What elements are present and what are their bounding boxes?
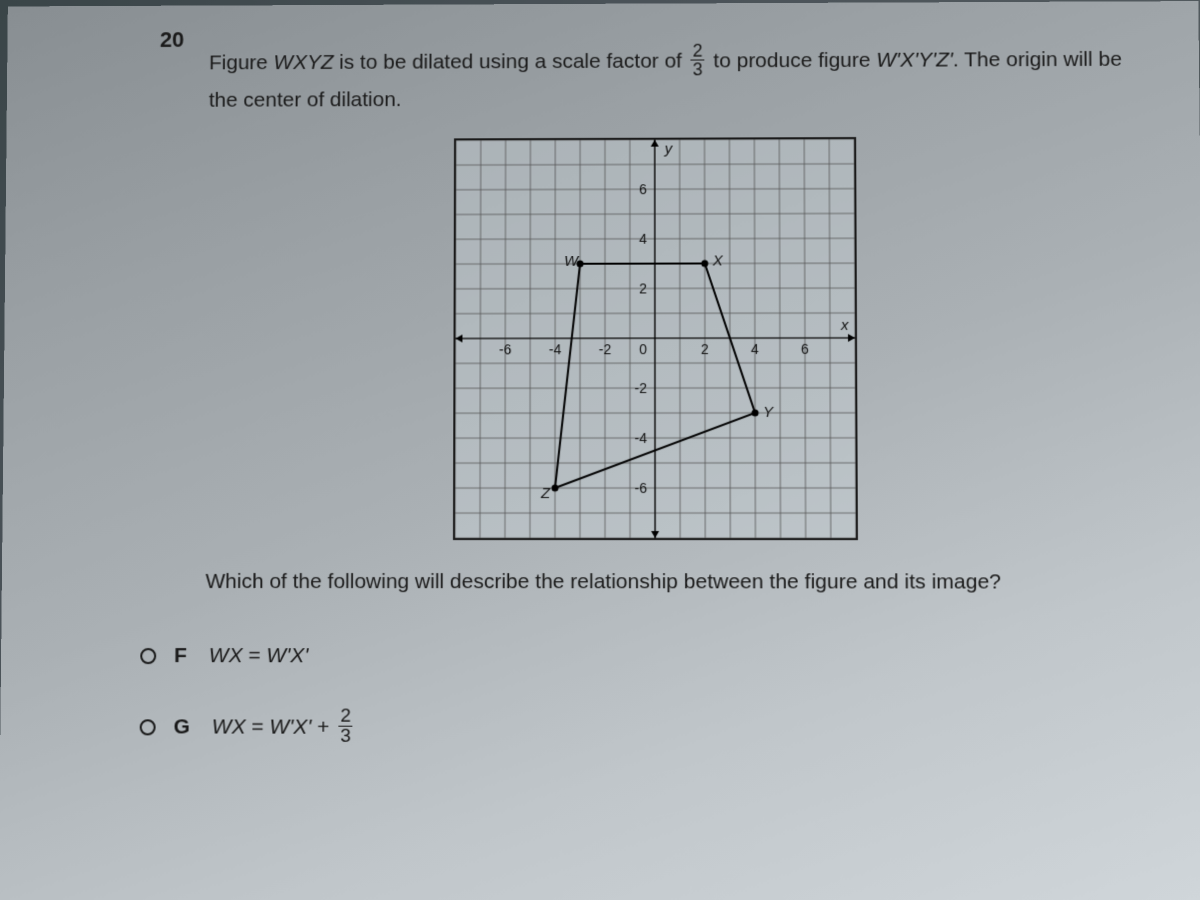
content-area: 20 Figure WXYZ is to be dilated using a …: [0, 1, 1200, 810]
svg-text:6: 6: [639, 181, 647, 197]
svg-text:2: 2: [639, 280, 647, 296]
svg-text:Z: Z: [540, 486, 551, 502]
svg-text:-6: -6: [635, 480, 648, 496]
svg-text:-2: -2: [635, 380, 648, 396]
q-text-2: is to be dilated using a scale factor of: [333, 50, 687, 74]
figure-name: WXYZ: [274, 51, 334, 74]
choice-letter: G: [173, 716, 189, 740]
svg-text:6: 6: [801, 341, 809, 357]
answer-choices: F WX = W'X' G WX = W'X' + 23: [140, 644, 1146, 749]
choice-fraction: 23: [338, 706, 353, 745]
choice-letter: F: [174, 644, 187, 668]
frac-num: 2: [691, 42, 705, 61]
svg-text:-4: -4: [635, 430, 648, 446]
svg-text:-6: -6: [499, 341, 512, 357]
page: 20 Figure WXYZ is to be dilated using a …: [0, 1, 1200, 900]
q-text-1: Figure: [209, 51, 274, 74]
expr-lhs: WX: [209, 644, 243, 667]
radio-icon[interactable]: [140, 720, 156, 736]
svg-text:4: 4: [639, 231, 647, 247]
sub-question: Which of the following will describe the…: [205, 570, 1143, 595]
svg-text:y: y: [664, 141, 674, 157]
choice-expression: WX = W'X' + 23: [212, 708, 356, 748]
answer-choice-F[interactable]: F WX = W'X': [140, 644, 1144, 669]
frac-den: 3: [691, 60, 705, 78]
svg-text:x: x: [840, 318, 849, 334]
graph-border: -6 -4 -2 2 4 6 6 4 2 -2 -4 -6 0 y x W X Y Z: [453, 137, 858, 540]
svg-text:W: W: [564, 254, 580, 270]
svg-text:X: X: [712, 253, 724, 269]
expr-rhs: W'X': [266, 644, 308, 667]
svg-text:-2: -2: [599, 341, 612, 357]
frac-num: 2: [338, 706, 353, 726]
q-text-3: to produce figure: [708, 49, 877, 72]
frac-den: 3: [338, 726, 353, 745]
expr-eq: =: [242, 644, 266, 667]
expr-eq: =: [246, 715, 270, 738]
choice-expression: WX = W'X': [209, 644, 309, 668]
svg-text:4: 4: [751, 341, 759, 357]
expr-lhs: WX: [212, 715, 246, 738]
svg-text:2: 2: [701, 341, 709, 357]
scale-factor-fraction: 23: [691, 42, 705, 79]
svg-text:-4: -4: [549, 341, 562, 357]
answer-choice-G[interactable]: G WX = W'X' + 23: [140, 708, 1146, 749]
svg-text:Y: Y: [763, 405, 774, 421]
expr-rhs: W'X': [269, 715, 311, 738]
radio-icon[interactable]: [140, 648, 156, 664]
graph-container: -6 -4 -2 2 4 6 6 4 2 -2 -4 -6 0 y x W X Y Z: [171, 136, 1143, 540]
expr-plus: +: [311, 715, 335, 738]
svg-text:0: 0: [639, 341, 647, 357]
image-name: W'X'Y'Z': [876, 49, 953, 72]
question-number: 20: [160, 27, 184, 53]
question-text: Figure WXYZ is to be dilated using a sca…: [209, 41, 1140, 119]
coordinate-graph: -6 -4 -2 2 4 6 6 4 2 -2 -4 -6 0 y x W X Y Z: [455, 139, 856, 538]
